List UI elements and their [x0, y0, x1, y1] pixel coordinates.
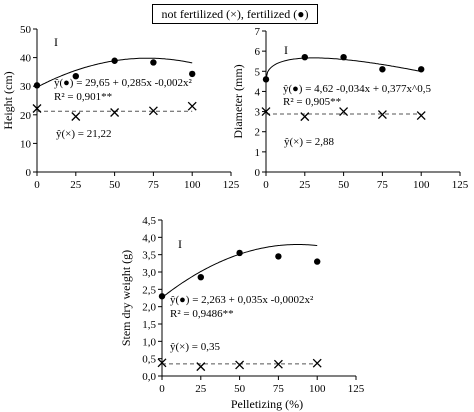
data-point-not-fertilized — [148, 106, 158, 116]
x-tick-label: 50 — [234, 383, 246, 395]
x-tick-label: 75 — [273, 383, 285, 395]
x-tick-label: 125 — [452, 179, 469, 191]
y-tick-label: 2,5 — [142, 284, 156, 296]
y-tick-label: 40 — [20, 53, 32, 65]
y-tick-label: 2,0 — [142, 302, 156, 314]
data-point-fertilized — [418, 66, 425, 73]
data-point-not-fertilized — [187, 101, 197, 111]
y-tick-label: 1 — [255, 147, 261, 159]
y-tick-label: 50 — [20, 24, 32, 36]
error-bar-symbol: I — [178, 237, 182, 251]
x-tick-label: 25 — [195, 383, 207, 395]
y-tick-label: 30 — [20, 81, 32, 93]
y-tick-label: 4,0 — [142, 232, 156, 244]
equation-annotation: R² = 0,905** — [283, 96, 341, 108]
data-point-not-fertilized — [377, 110, 387, 120]
y-tick-label: 3,5 — [142, 250, 156, 262]
data-point-fertilized — [275, 253, 282, 260]
data-point-not-fertilized — [157, 358, 167, 368]
data-point-fertilized — [301, 53, 308, 61]
x-tick-label: 125 — [223, 179, 240, 191]
data-point-not-fertilized — [235, 360, 245, 370]
equation-annotation: ŷ(●) = 4,62 -0,034x + 0,377x^0,5 — [283, 83, 431, 95]
data-point-not-fertilized — [71, 112, 81, 121]
y-tick-label: 5 — [255, 66, 261, 78]
data-point-not-fertilized — [339, 107, 349, 117]
equation-annotation: ŷ(●) = 2,263 + 0,035x -0,0002x² — [170, 294, 314, 306]
y-tick-label: 0,0 — [142, 371, 156, 383]
x-axis-label: Pelletizing (%) — [231, 397, 303, 411]
x-tick-label: 0 — [159, 383, 165, 395]
data-point-not-fertilized — [261, 107, 271, 117]
y-tick-label: 4,5 — [142, 215, 156, 227]
x-tick-label: 25 — [70, 179, 82, 191]
x-tick-label: 0 — [34, 179, 40, 191]
data-point-fertilized — [314, 258, 321, 265]
y-tick-label: 1,5 — [142, 319, 156, 331]
data-point-not-fertilized — [32, 104, 42, 113]
data-point-fertilized — [72, 72, 80, 80]
x-tick-label: 50 — [338, 179, 350, 191]
y-tick-label: 0,5 — [142, 354, 156, 366]
x-tick-label: 100 — [184, 179, 201, 191]
data-point-fertilized — [189, 70, 196, 78]
data-point-fertilized — [197, 274, 204, 281]
data-point-not-fertilized — [312, 358, 322, 368]
data-point-fertilized — [340, 53, 347, 61]
y-tick-label: 3 — [255, 107, 261, 119]
x-tick-label: 75 — [377, 179, 389, 191]
equation-annotation: ŷ(×) = 0,35 — [170, 341, 220, 353]
y-axis-label: Diameter (mm) — [231, 64, 245, 138]
data-point-fertilized — [379, 66, 386, 73]
data-point-fertilized — [262, 76, 270, 83]
y-axis-label: Stem dry weight (g) — [119, 250, 133, 346]
data-point-not-fertilized — [196, 362, 206, 372]
error-bar-symbol: I — [54, 35, 58, 49]
x-tick-label: 100 — [413, 179, 430, 191]
data-point-not-fertilized — [300, 112, 310, 122]
data-point-not-fertilized — [273, 359, 283, 369]
y-tick-label: 7 — [255, 26, 261, 38]
y-tick-label: 2 — [255, 127, 261, 139]
y-tick-label: 6 — [255, 46, 261, 58]
data-point-fertilized — [150, 59, 157, 66]
equation-annotation: ŷ(×) = 21,22 — [56, 128, 111, 140]
data-point-not-fertilized — [110, 108, 120, 117]
legend-label: not fertilized (×), fertilized (●) — [161, 7, 309, 21]
y-tick-label: 1,0 — [142, 336, 156, 348]
legend: not fertilized (×), fertilized (●) — [152, 4, 318, 24]
data-point-not-fertilized — [416, 111, 426, 121]
equation-annotation: ŷ(●) = 29,65 + 0,285x -0,002x² — [54, 77, 193, 89]
data-point-fertilized — [111, 57, 118, 64]
equation-annotation: ŷ(×) = 2,88 — [284, 136, 334, 148]
y-tick-label: 0 — [255, 167, 261, 179]
x-tick-label: 125 — [348, 383, 365, 395]
y-axis-label: Height (cm) — [1, 71, 15, 129]
x-tick-label: 50 — [109, 179, 121, 191]
fit-curve-fertilized — [265, 57, 422, 80]
error-bar-symbol: I — [284, 43, 288, 57]
y-tick-label: 3,0 — [142, 267, 156, 279]
y-tick-label: 0 — [26, 167, 32, 179]
data-point-fertilized — [158, 293, 166, 300]
x-tick-label: 0 — [263, 179, 269, 191]
y-tick-label: 20 — [20, 110, 32, 122]
equation-annotation: R² = 0,901** — [54, 91, 112, 103]
x-tick-label: 25 — [299, 179, 311, 191]
equation-annotation: R² = 0,9486** — [170, 308, 234, 320]
x-tick-label: 75 — [148, 179, 160, 191]
data-point-fertilized — [33, 82, 41, 89]
data-point-fertilized — [236, 249, 243, 257]
y-tick-label: 4 — [255, 86, 261, 98]
x-tick-label: 100 — [309, 383, 326, 395]
y-tick-label: 10 — [20, 138, 32, 150]
